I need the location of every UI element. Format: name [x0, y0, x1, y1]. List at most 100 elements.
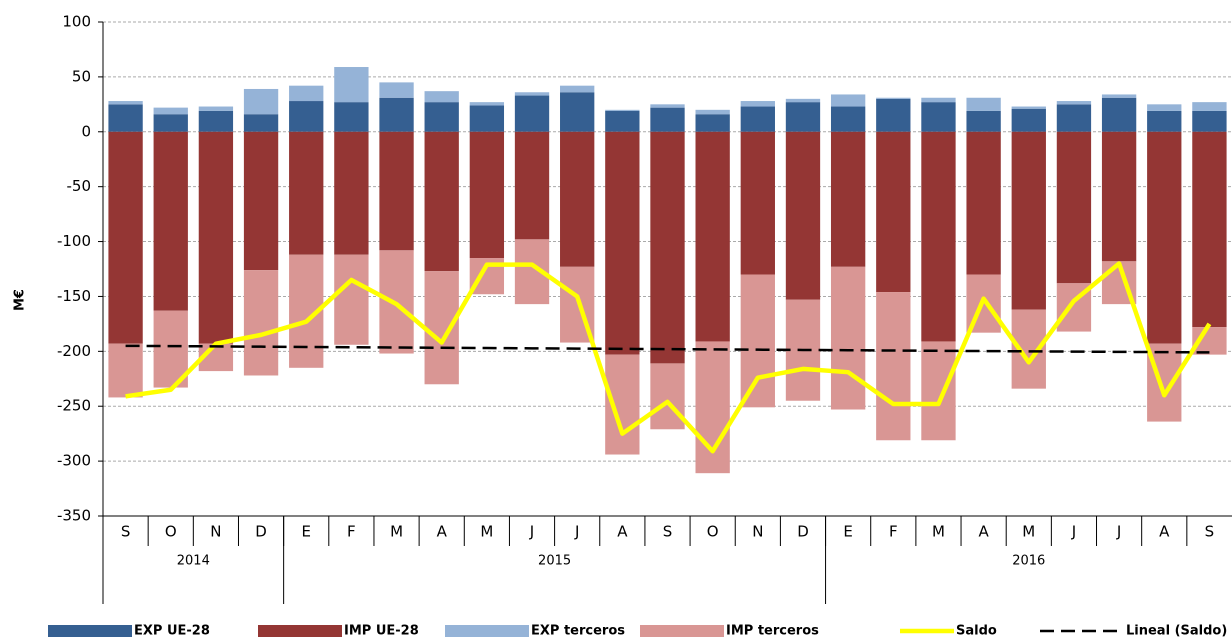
x-tick-label: J — [1116, 523, 1121, 541]
bar — [153, 107, 188, 115]
bar — [966, 131, 1001, 275]
bar — [560, 92, 595, 132]
bar — [740, 106, 775, 132]
bar — [334, 102, 369, 132]
bar — [785, 98, 821, 103]
bar — [334, 254, 369, 345]
x-tick-label: E — [843, 523, 852, 541]
bar — [108, 343, 143, 398]
y-tick-label: -100 — [57, 232, 91, 250]
bar — [876, 292, 911, 441]
y-tick-label: 100 — [62, 13, 91, 31]
bar — [198, 131, 234, 344]
bar — [1011, 106, 1046, 109]
bar — [921, 97, 956, 103]
x-tick-label: M — [480, 523, 493, 541]
bar — [830, 266, 866, 410]
legend-swatch — [445, 625, 529, 637]
bar — [1192, 102, 1227, 111]
bar — [243, 88, 279, 115]
bar — [695, 131, 730, 342]
x-tick-label: S — [663, 523, 673, 541]
line — [125, 261, 1212, 454]
legend-label: Saldo — [956, 624, 997, 639]
bar — [1056, 101, 1092, 105]
bar — [1147, 131, 1182, 344]
x-tick-label: M — [1022, 523, 1035, 541]
bar — [289, 131, 324, 255]
x-tick-label: A — [617, 523, 628, 541]
bar — [153, 114, 188, 132]
bar — [785, 131, 821, 300]
bar — [650, 104, 685, 108]
bar — [830, 106, 866, 132]
x-tick-label: S — [121, 523, 131, 541]
y-tick-label: 0 — [81, 122, 91, 140]
x-tick-label: J — [1071, 523, 1076, 541]
bar — [921, 102, 956, 132]
bar — [1147, 104, 1182, 111]
bar — [379, 131, 414, 251]
bar — [1011, 131, 1046, 310]
legend-swatch — [258, 625, 342, 637]
bar — [424, 91, 459, 103]
y-tick-label: -50 — [67, 177, 92, 195]
bar — [469, 105, 505, 132]
bar — [379, 82, 414, 98]
legend-swatch — [640, 625, 724, 637]
y-tick-label: -150 — [57, 287, 91, 305]
bar — [1101, 94, 1137, 98]
x-tick-label: S — [1205, 523, 1215, 541]
bar — [740, 131, 775, 275]
legend-label: Lineal (Saldo) — [1126, 624, 1227, 639]
bar — [1056, 104, 1092, 132]
bar — [379, 97, 414, 132]
bar — [605, 131, 640, 355]
bar — [695, 109, 730, 115]
x-tick-label: E — [301, 523, 310, 541]
bar — [1101, 131, 1137, 262]
bar — [289, 85, 324, 102]
bar — [740, 101, 775, 107]
bar — [921, 131, 956, 342]
bar — [108, 104, 143, 132]
bar — [785, 102, 821, 132]
y-axis-label: M€ — [13, 289, 28, 311]
bar — [243, 270, 279, 376]
trend-line — [125, 344, 1210, 354]
bar — [243, 131, 279, 271]
bar — [424, 102, 459, 132]
legend-label: EXP terceros — [531, 624, 625, 639]
bar — [560, 131, 595, 267]
x-tick-label: N — [210, 523, 221, 541]
bar — [514, 131, 550, 240]
y-tick-label: -250 — [57, 397, 91, 415]
bar — [1192, 131, 1227, 328]
x-tick-label: A — [978, 523, 989, 541]
x-tick-label: A — [437, 523, 448, 541]
bar — [695, 114, 730, 132]
bar — [514, 95, 550, 132]
bar — [1101, 97, 1137, 132]
group-label: 2014 — [177, 554, 210, 569]
bar — [650, 107, 685, 132]
bar — [1147, 110, 1182, 132]
group-label: 2016 — [1012, 554, 1045, 569]
bar — [334, 131, 369, 255]
bar — [198, 106, 234, 111]
legend-label: IMP UE-28 — [344, 624, 419, 639]
x-tick-label: M — [390, 523, 403, 541]
bar — [424, 271, 459, 385]
y-tick-label: -300 — [57, 452, 91, 470]
x-tick-label: J — [574, 523, 579, 541]
bar — [153, 310, 188, 388]
x-tick-label: N — [752, 523, 763, 541]
bar — [876, 97, 911, 99]
bar — [424, 131, 459, 272]
bar — [469, 102, 505, 106]
bar — [243, 114, 279, 132]
legend-label: IMP terceros — [726, 624, 819, 639]
bar — [830, 94, 866, 107]
y-tick-label: -350 — [57, 507, 91, 525]
bar — [560, 85, 595, 93]
